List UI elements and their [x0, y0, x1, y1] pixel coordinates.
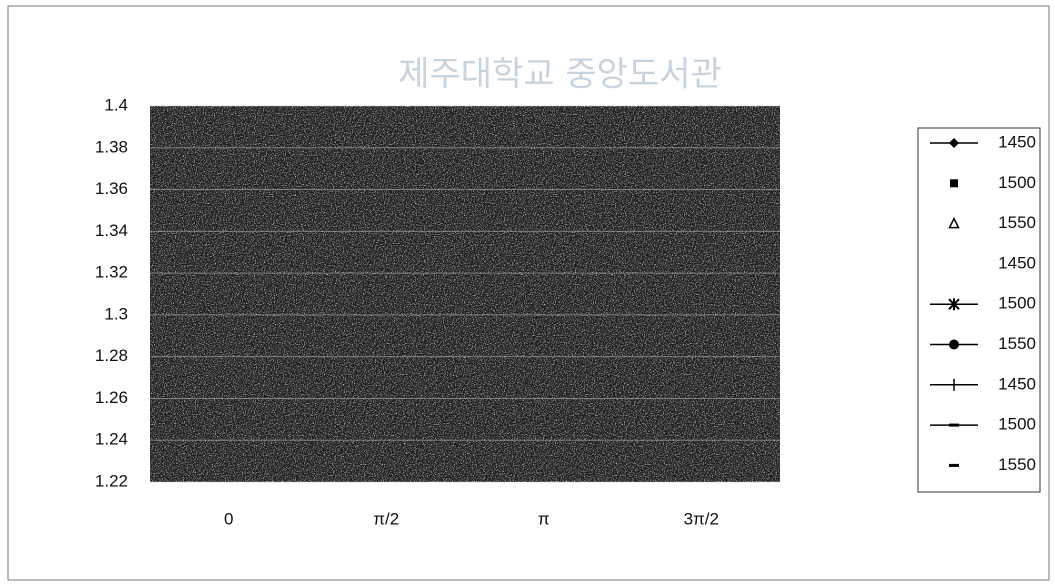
watermark: 제주대학교 중앙도서관: [398, 55, 722, 95]
legend-marker: [950, 179, 958, 188]
legend-marker: [948, 298, 960, 311]
legend-label: 1500: [998, 415, 1036, 434]
x-tick-label: 3π/2: [684, 509, 719, 528]
y-tick-label: 1.38: [95, 137, 128, 156]
legend-label: 1550: [998, 334, 1036, 353]
x-tick-label: 0: [224, 509, 233, 528]
legend-label: 1450: [998, 132, 1036, 151]
legend-label: 1450: [998, 253, 1036, 272]
legend-marker: [949, 339, 959, 350]
frame: [7, 5, 1050, 581]
plot-noise: [150, 106, 780, 482]
y-tick-label: 1.24: [95, 430, 128, 449]
x-tick-label: π: [538, 509, 550, 528]
y-tick-label: 1.22: [95, 471, 128, 490]
y-tick-label: 1.34: [95, 221, 128, 240]
y-tick-label: 1.28: [95, 346, 128, 365]
y-tick-label: 1.32: [95, 263, 128, 282]
legend-label: 1500: [998, 294, 1036, 313]
legend-label: 1550: [998, 213, 1036, 232]
y-tick-label: 1.26: [95, 388, 128, 407]
legend-marker: [949, 138, 959, 148]
legend-label: 1500: [998, 173, 1036, 192]
legend: [917, 127, 1041, 493]
x-tick-label: π/2: [373, 509, 399, 528]
y-tick-label: 1.4: [104, 95, 128, 114]
legend-label: 1550: [998, 455, 1036, 474]
legend-label: 1450: [998, 374, 1036, 393]
legend-marker: [948, 216, 960, 229]
y-tick-label: 1.36: [95, 179, 128, 198]
y-tick-label: 1.3: [104, 304, 128, 323]
